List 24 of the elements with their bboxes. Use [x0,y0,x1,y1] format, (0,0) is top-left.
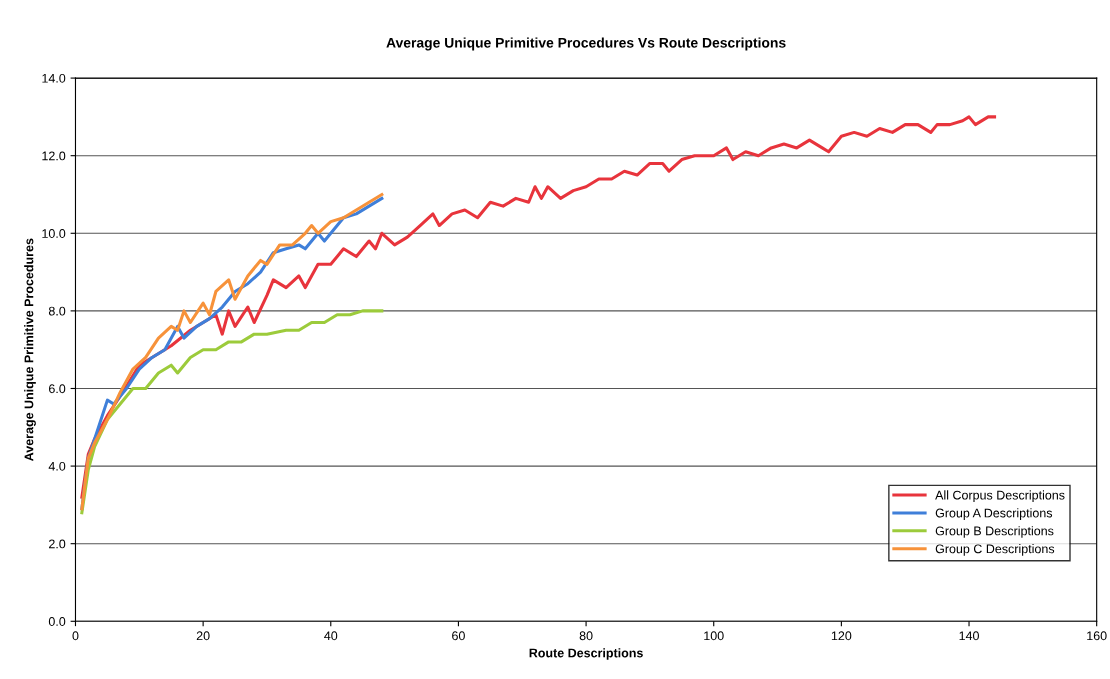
x-tick-label: 20 [196,631,210,641]
y-tick-label: 8.0 [48,306,66,316]
y-tick-label: 6.0 [49,384,66,394]
legend-label: Group B Descriptions [935,526,1054,538]
legend-label: All Corpus Descriptions [935,490,1065,503]
x-tick-label: 140 [959,631,979,641]
x-axis-title: Route Descriptions [529,648,643,660]
x-tick-label: 60 [452,631,465,641]
x-tick-label: 120 [831,631,852,641]
x-tick-label: 80 [579,631,593,641]
y-tick-label: 12.0 [42,151,66,161]
y-tick-label: 14.0 [42,73,66,83]
x-tick-label: 0 [72,631,79,641]
y-tick-label: 2.0 [49,539,66,549]
y-axis-title: Average Unique Primitive Procedures [24,238,36,461]
x-tick-label: 160 [1087,631,1107,641]
x-tick-label: 40 [324,631,338,641]
x-tick-label: 100 [704,631,724,641]
y-tick-label: 0.0 [48,617,66,626]
chart-title: Average Unique Primitive Procedures Vs Route Descriptions [386,37,786,51]
legend-label: Group A Descriptions [935,508,1053,520]
y-tick-label: 4.0 [48,461,66,471]
legend-label: Group C Descriptions [935,544,1055,556]
y-tick-label: 10.0 [42,229,66,238]
